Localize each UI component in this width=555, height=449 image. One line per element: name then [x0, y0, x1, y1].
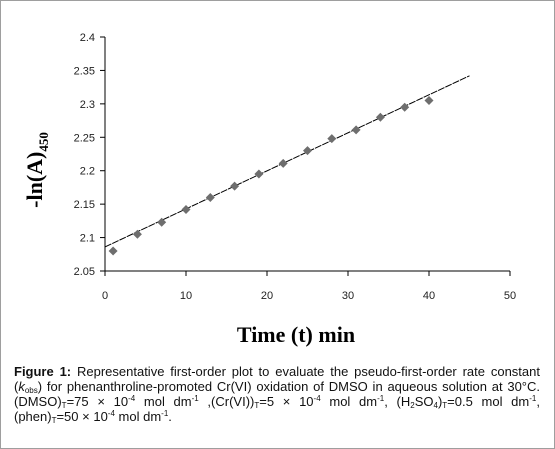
caption-text: =0.5 mol dm — [447, 394, 530, 409]
y-axis-title-main: -ln(A) — [22, 152, 47, 208]
y-tick-label: 2.2 — [80, 166, 95, 178]
data-point — [181, 204, 191, 214]
caption-subscript: T — [442, 401, 448, 410]
data-point — [351, 125, 361, 135]
y-tick-label: 2.35 — [74, 65, 95, 77]
x-tick-label: 0 — [102, 290, 108, 302]
data-point — [132, 229, 142, 239]
data-point — [327, 134, 337, 144]
data-point — [108, 246, 118, 256]
caption-text: ,(Cr(VI)) — [198, 394, 255, 409]
figure-caption: Figure 1: Representative first-order plo… — [14, 364, 540, 425]
data-point — [400, 102, 410, 112]
data-point — [278, 158, 288, 168]
caption-subscript: T — [61, 401, 67, 410]
caption-subscript: T — [254, 401, 260, 410]
caption-subscript: obs — [24, 386, 38, 395]
caption-text: ) — [437, 394, 443, 409]
y-tick-label: 2.4 — [80, 32, 95, 44]
caption-subscript: T — [51, 416, 57, 425]
x-tick-label: 10 — [180, 290, 192, 302]
caption-superscript: -1 — [529, 394, 537, 403]
x-axis-title: Time (t) min — [237, 322, 355, 347]
caption-superscript: -1 — [377, 394, 385, 403]
caption-label: Figure 1: — [14, 364, 72, 379]
caption-k-symbol: k — [18, 379, 25, 394]
caption-text: ) for phenanthroline-promoted Cr(VI) oxi… — [14, 379, 540, 409]
caption-text: =50 × 10 — [56, 409, 108, 424]
axes — [100, 36, 511, 276]
x-tick-label: 30 — [342, 290, 354, 302]
data-point — [254, 169, 264, 179]
y-axis-title-subscript: 450 — [36, 132, 51, 152]
y-tick-label: 2.3 — [80, 99, 95, 111]
x-tick-label: 50 — [504, 290, 516, 302]
data-point — [205, 192, 215, 202]
data-point — [230, 181, 240, 191]
y-axis-title-group: -ln(A)450 — [22, 132, 51, 208]
y-tick-label: 2.25 — [74, 132, 95, 144]
caption-text: SO — [414, 394, 434, 409]
caption-text: , (H — [384, 394, 411, 409]
caption-text: . — [168, 409, 172, 424]
caption-text: mol dm — [135, 394, 192, 409]
data-point — [303, 146, 312, 156]
trendline — [104, 75, 470, 248]
y-tick-labels: 2.05 2.1 2.15 2.2 2.25 2.3 2.35 2.4 — [74, 32, 95, 278]
y-tick-label: 2.05 — [74, 266, 95, 278]
x-tick-label: 20 — [261, 290, 273, 302]
caption-superscript: -1 — [191, 394, 199, 403]
caption-text: , (phen) — [14, 394, 540, 424]
caption-text: Representative first-order plot to evalu… — [14, 364, 540, 394]
x-tick-labels: 0 10 20 30 40 50 — [102, 290, 516, 302]
caption-superscript: -1 — [161, 409, 169, 418]
y-tick-label: 2.15 — [74, 199, 95, 211]
data-points — [108, 96, 434, 256]
caption-text: mol dm — [114, 409, 162, 424]
data-point — [157, 217, 167, 227]
caption-text: mol dm — [320, 394, 378, 409]
caption-superscript: -4 — [107, 409, 115, 418]
trendline-group — [104, 75, 470, 248]
caption-superscript: -4 — [128, 394, 136, 403]
data-point — [424, 96, 434, 106]
y-axis-title: -ln(A)450 — [22, 132, 51, 208]
y-tick-label: 2.1 — [80, 233, 95, 245]
caption-subscript: 4 — [433, 401, 438, 410]
caption-text: =75 × 10 — [66, 394, 129, 409]
data-point — [375, 112, 385, 122]
caption-text: =5 × 10 — [259, 394, 314, 409]
x-tick-label: 40 — [423, 290, 435, 302]
caption-subscript: 2 — [410, 401, 415, 410]
caption-superscript: -4 — [313, 394, 321, 403]
